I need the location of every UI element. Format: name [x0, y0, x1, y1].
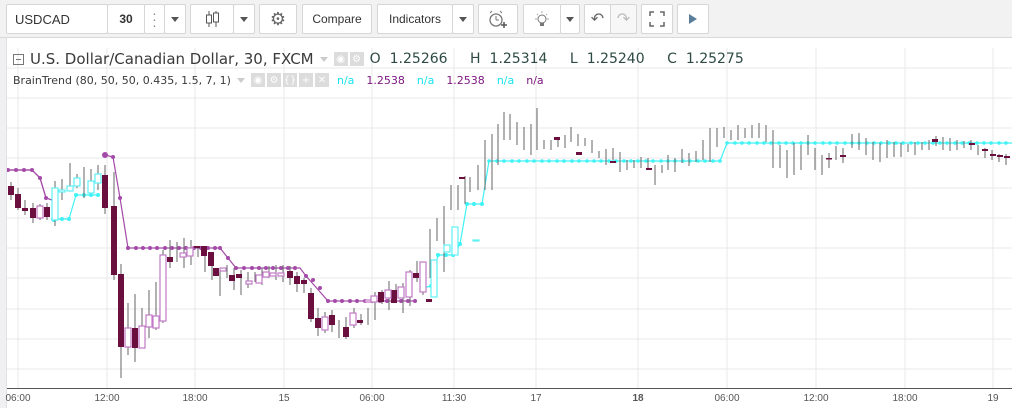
indicators-label: Indicators [388, 12, 442, 26]
redo-button[interactable]: ↷ [610, 4, 637, 34]
indicator-legend: BrainTrend (80, 50, 50, 0.435, 1.5, 7, 1… [13, 73, 550, 87]
collapse-legend-icon[interactable] [13, 53, 24, 65]
price-chart[interactable] [7, 38, 1012, 408]
caret-down-icon[interactable] [236, 77, 245, 83]
time-label: 18 [632, 393, 644, 404]
chart-legend: U.S. Dollar/Canadian Dollar, 30, FXCM ◉ … [13, 50, 762, 68]
caret-down-icon[interactable] [319, 56, 328, 62]
eye-icon[interactable]: ◉ [250, 73, 265, 87]
left-scrollbar[interactable] [0, 38, 7, 408]
eye-icon[interactable]: ◉ [333, 52, 348, 66]
gear-icon[interactable]: ⚙ [266, 73, 281, 87]
close-label: C [667, 51, 677, 67]
gear-icon[interactable]: ⚙ [349, 52, 364, 66]
indicator-value: n/a [416, 73, 435, 87]
undo-icon: ↶ [590, 11, 605, 28]
indicator-value: n/a [496, 73, 515, 87]
chart-type-dropdown[interactable] [233, 4, 255, 34]
compare-label: Compare [312, 12, 362, 26]
caret-down-icon [459, 16, 467, 22]
plus-icon[interactable]: + [298, 73, 313, 87]
fullscreen-icon [649, 11, 665, 27]
indicator-value: 1.2538 [366, 73, 405, 87]
candles-icon [206, 11, 219, 27]
source-code-icon[interactable]: {} [282, 73, 297, 87]
gear-icon: ⚙ [269, 8, 287, 29]
time-label: 06:00 [714, 393, 740, 404]
undo-button[interactable]: ↶ [584, 4, 611, 34]
indicator-value: n/a [336, 73, 355, 87]
indicator-title: BrainTrend (80, 50, 50, 0.435, 1.5, 7, 1… [13, 73, 231, 87]
time-label: 15 [278, 393, 290, 404]
time-label: 18:00 [182, 393, 208, 404]
settings-button[interactable]: ⚙ [259, 4, 297, 34]
open-label: O [369, 51, 381, 67]
time-label: 18:00 [892, 393, 918, 404]
caret-down-icon [240, 16, 248, 22]
symbol-text: USDCAD [15, 11, 70, 27]
cyan-dots-flat [487, 141, 1008, 163]
fullscreen-button[interactable] [641, 4, 673, 34]
low-label: L [569, 51, 578, 67]
indicators-dropdown[interactable] [452, 4, 474, 34]
ideas-dropdown[interactable] [560, 4, 580, 34]
ideas-button[interactable] [523, 4, 561, 34]
lightbulb-icon [535, 11, 549, 26]
time-label: 19 [987, 393, 999, 404]
indicator-value: 1.2538 [446, 73, 485, 87]
indicator-value: n/a [526, 73, 544, 87]
time-label: 06:00 [359, 393, 385, 404]
interval-button[interactable]: 30 [107, 4, 145, 34]
alarm-add-icon [489, 10, 507, 28]
caret-down-icon [566, 16, 574, 22]
time-label: 11:30 [441, 393, 467, 404]
ohlc-values: O 1.25266 H 1.25314 L 1.25240 C 1.25275 [370, 51, 762, 67]
close-value: 1.25275 [685, 51, 744, 67]
time-axis[interactable]: 06:00 12:00 18:00 15 06:00 11:30 17 18 0… [5, 388, 1012, 408]
open-value: 1.25266 [389, 51, 448, 67]
chart-type-button[interactable] [190, 4, 234, 34]
time-label: 06:00 [5, 393, 31, 404]
high-value: 1.25314 [489, 51, 548, 67]
alert-button[interactable] [478, 4, 518, 34]
dots-vertical-icon[interactable]: · · · [144, 4, 165, 34]
compare-button[interactable]: Compare [302, 4, 372, 34]
top-toolbar: USDCAD 30 · · · ⚙ Compare Indicators ↶ ↷ [0, 0, 1012, 38]
close-icon[interactable]: ✕ [314, 73, 329, 87]
low-value: 1.25240 [586, 51, 645, 67]
high-label: H [470, 51, 481, 67]
redo-icon: ↷ [616, 11, 631, 28]
time-label: 12:00 [803, 393, 829, 404]
interval-dropdown[interactable] [164, 4, 186, 34]
play-button[interactable] [677, 4, 709, 34]
caret-down-icon [171, 16, 179, 22]
time-label: 17 [530, 393, 542, 404]
indicators-button[interactable]: Indicators [377, 4, 453, 34]
interval-text: 30 [119, 12, 133, 26]
time-label: 12:00 [94, 393, 120, 404]
symbol-input[interactable]: USDCAD [6, 4, 108, 34]
symbol-title: U.S. Dollar/Canadian Dollar, 30, FXCM [30, 50, 314, 68]
play-icon [689, 14, 697, 24]
